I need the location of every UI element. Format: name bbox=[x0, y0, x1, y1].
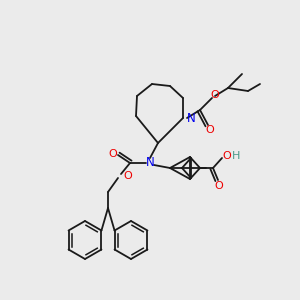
Text: O: O bbox=[223, 151, 231, 161]
Text: O: O bbox=[211, 90, 219, 100]
Text: O: O bbox=[109, 149, 117, 159]
Text: O: O bbox=[206, 125, 214, 135]
Text: N: N bbox=[146, 157, 154, 169]
Text: O: O bbox=[214, 181, 224, 191]
Text: O: O bbox=[123, 171, 132, 181]
Text: N: N bbox=[187, 112, 196, 124]
Text: H: H bbox=[232, 151, 240, 161]
